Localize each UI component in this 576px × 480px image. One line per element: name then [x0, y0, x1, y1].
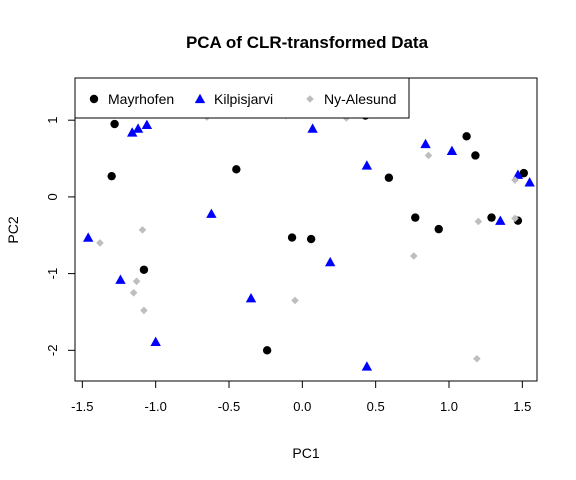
point-ny-alesund	[96, 239, 104, 247]
point-kilpisjarvi	[83, 232, 94, 242]
point-kilpisjarvi	[361, 361, 373, 371]
point-mayrhofen	[462, 132, 471, 141]
point-kilpisjarvi	[206, 208, 217, 218]
point-kilpisjarvi	[115, 274, 126, 284]
y-tick-label: -2	[45, 345, 60, 357]
point-ny-alesund	[511, 176, 519, 184]
y-axis-label: PC2	[5, 216, 21, 243]
point-ny-alesund	[473, 354, 481, 363]
x-tick-label: -0.5	[218, 399, 240, 414]
point-kilpisjarvi	[127, 127, 138, 137]
legend-marker-kilpisjarvi	[194, 93, 206, 104]
point-mayrhofen	[262, 346, 272, 355]
point-kilpisjarvi	[495, 215, 506, 225]
legend-marker-ny-alesund	[306, 95, 314, 103]
x-tick-label: 0.5	[367, 399, 385, 414]
point-mayrhofen	[471, 151, 480, 160]
point-ny-alesund	[129, 288, 138, 297]
point-kilpisjarvi	[132, 123, 144, 133]
y-tick-label: 1	[45, 117, 60, 124]
point-kilpisjarvi	[420, 138, 431, 149]
y-axis: -2 -1 0 1	[45, 117, 76, 357]
x-tick-label: -1.0	[144, 399, 166, 414]
x-axis: -1.5 -1.0 -0.5 0.0 0.5 1.0 1.5	[71, 380, 531, 414]
y-tick-label: 0	[45, 193, 60, 200]
point-mayrhofen	[434, 224, 443, 234]
legend: Mayrhofen Kilpisjarvi Ny-Alesund	[74, 77, 410, 119]
point-ny-alesund	[138, 226, 147, 234]
point-mayrhofen	[287, 233, 297, 242]
point-kilpisjarvi	[141, 119, 153, 129]
point-kilpisjarvi	[307, 123, 318, 133]
point-ny-alesund	[424, 151, 433, 160]
point-kilpisjarvi	[150, 336, 161, 347]
point-mayrhofen	[110, 119, 119, 129]
point-ny-alesund	[474, 217, 483, 226]
legend-box	[74, 77, 410, 119]
point-mayrhofen	[519, 168, 528, 178]
point-mayrhofen	[139, 265, 149, 274]
point-ny-alesund	[511, 214, 519, 223]
point-kilpisjarvi	[446, 145, 458, 156]
point-ny-alesund	[410, 252, 418, 260]
point-mayrhofen	[306, 234, 316, 244]
point-ny-alesund	[132, 277, 141, 286]
point-mayrhofen	[487, 213, 496, 222]
legend-label-mayrhofen: Mayrhofen	[108, 91, 174, 107]
x-tick-label: 1.5	[513, 399, 531, 414]
point-mayrhofen	[411, 213, 420, 222]
x-tick-label: -1.5	[71, 399, 93, 414]
point-mayrhofen	[384, 173, 394, 182]
point-kilpisjarvi	[512, 169, 524, 179]
legend-label-kilpisjarvi: Kilpisjarvi	[214, 91, 273, 107]
point-ny-alesund	[140, 306, 148, 315]
y-tick-label: -1	[45, 268, 60, 280]
point-mayrhofen	[107, 171, 116, 181]
x-tick-label: 1.0	[440, 399, 458, 414]
point-kilpisjarvi	[325, 256, 336, 267]
point-kilpisjarvi	[245, 292, 257, 303]
legend-marker-mayrhofen	[89, 94, 99, 104]
point-ny-alesund	[291, 296, 299, 305]
point-kilpisjarvi	[524, 177, 535, 187]
legend-label-ny-alesund: Ny-Alesund	[324, 91, 396, 107]
x-tick-label: 0.0	[293, 399, 311, 414]
data-points	[83, 111, 535, 371]
x-axis-label: PC1	[292, 445, 319, 461]
point-mayrhofen	[232, 165, 241, 174]
point-kilpisjarvi	[361, 160, 373, 170]
chart-title: PCA of CLR-transformed Data	[186, 33, 429, 52]
